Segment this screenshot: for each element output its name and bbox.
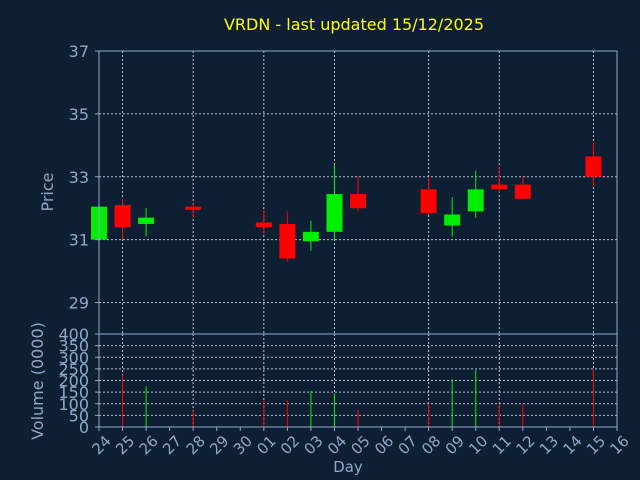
x-tick-label: 15 xyxy=(583,432,609,458)
x-tick-label: 01 xyxy=(253,432,279,458)
price-tick-label: 37 xyxy=(69,42,89,61)
x-tick-label: 30 xyxy=(230,432,256,458)
x-tick-label: 25 xyxy=(112,432,138,458)
price-tick-label: 29 xyxy=(69,294,89,313)
x-tick-label: 16 xyxy=(607,432,633,458)
price-tick-label: 31 xyxy=(69,231,89,250)
x-tick-label: 07 xyxy=(395,432,421,458)
x-tick-label: 08 xyxy=(418,432,444,458)
x-tick-label: 28 xyxy=(183,432,209,458)
volume-tick-label: 400 xyxy=(58,325,89,344)
x-tick-label: 02 xyxy=(277,432,303,458)
x-tick-label: 26 xyxy=(136,432,162,458)
tick-labels: 2931333537050100150200250300350400242526… xyxy=(58,42,632,458)
volume-tick-label: 350 xyxy=(58,337,89,356)
candle-body xyxy=(585,156,602,177)
candle-body xyxy=(138,217,155,224)
volume-tick-label: 100 xyxy=(58,395,89,414)
candle-body xyxy=(444,214,461,226)
x-tick-label: 13 xyxy=(536,432,562,458)
x-axis-label: Day xyxy=(333,458,363,476)
candle-body xyxy=(467,189,484,212)
price-axis-label: Price xyxy=(38,172,57,211)
candle-body xyxy=(279,223,296,259)
price-tick-label: 35 xyxy=(69,105,89,124)
volume-tick-label: 0 xyxy=(79,418,89,437)
volume-tick-label: 200 xyxy=(58,372,89,391)
x-tick-label: 04 xyxy=(324,432,350,458)
candle-body xyxy=(491,184,508,190)
volume-tick-label: 250 xyxy=(58,360,89,379)
x-tick-label: 29 xyxy=(206,432,232,458)
x-tick-label: 09 xyxy=(442,432,468,458)
price-marks xyxy=(91,142,602,262)
volume-axis-label: Volume (0000) xyxy=(28,322,47,440)
volume-tick-label: 150 xyxy=(58,383,89,402)
chart-title: VRDN - last updated 15/12/2025 xyxy=(224,15,484,34)
x-tick-label: 12 xyxy=(512,432,538,458)
candle-body xyxy=(350,194,366,209)
x-tick-label: 27 xyxy=(159,432,185,458)
candle-body xyxy=(420,189,437,213)
x-tick-label: 24 xyxy=(89,432,115,458)
price-tick-label: 33 xyxy=(69,168,89,187)
x-tick-label: 06 xyxy=(371,432,397,458)
volume-tick-label: 300 xyxy=(58,348,89,367)
volume-marks xyxy=(122,370,594,427)
x-tick-label: 10 xyxy=(465,432,491,458)
plot-frames xyxy=(98,50,618,428)
candle-body xyxy=(114,205,131,228)
x-tick-label: 11 xyxy=(489,432,515,458)
x-tick-label: 14 xyxy=(559,432,585,458)
candle-body xyxy=(302,231,319,242)
candle-body xyxy=(514,184,531,199)
volume-tick-label: 50 xyxy=(69,406,89,425)
x-tick-label: 03 xyxy=(300,432,326,458)
candle-body xyxy=(255,222,272,228)
candle-body xyxy=(326,194,343,232)
x-tick-label: 05 xyxy=(348,432,374,458)
candle-body xyxy=(185,206,202,210)
